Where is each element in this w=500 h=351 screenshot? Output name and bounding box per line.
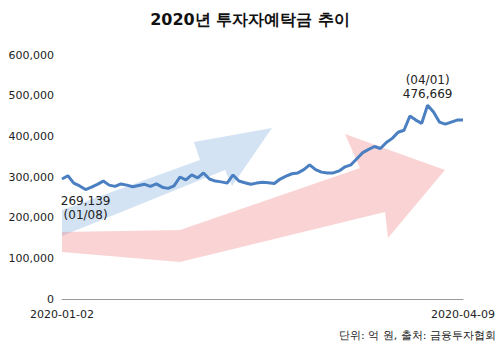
svg-text:2020-01-02: 2020-01-02 — [30, 308, 94, 321]
svg-text:400,000: 400,000 — [9, 130, 55, 143]
svg-text:2020-04-09: 2020-04-09 — [431, 308, 495, 321]
svg-text:100,000: 100,000 — [9, 252, 55, 265]
svg-text:500,000: 500,000 — [9, 89, 55, 102]
svg-text:600,000: 600,000 — [9, 49, 55, 62]
svg-text:2020년 투자자예탁금 추이: 2020년 투자자예탁금 추이 — [150, 10, 350, 29]
svg-text:(04/01): (04/01) — [406, 73, 450, 87]
svg-text:200,000: 200,000 — [9, 211, 55, 224]
svg-text:(01/08): (01/08) — [64, 208, 108, 222]
svg-text:0: 0 — [47, 293, 54, 306]
svg-text:300,000: 300,000 — [9, 171, 55, 184]
svg-text:단위: 억 원, 출처: 금융투자협회: 단위: 억 원, 출처: 금융투자협회 — [339, 329, 496, 342]
svg-text:269,139: 269,139 — [61, 194, 111, 208]
svg-text:476,669: 476,669 — [403, 87, 453, 101]
